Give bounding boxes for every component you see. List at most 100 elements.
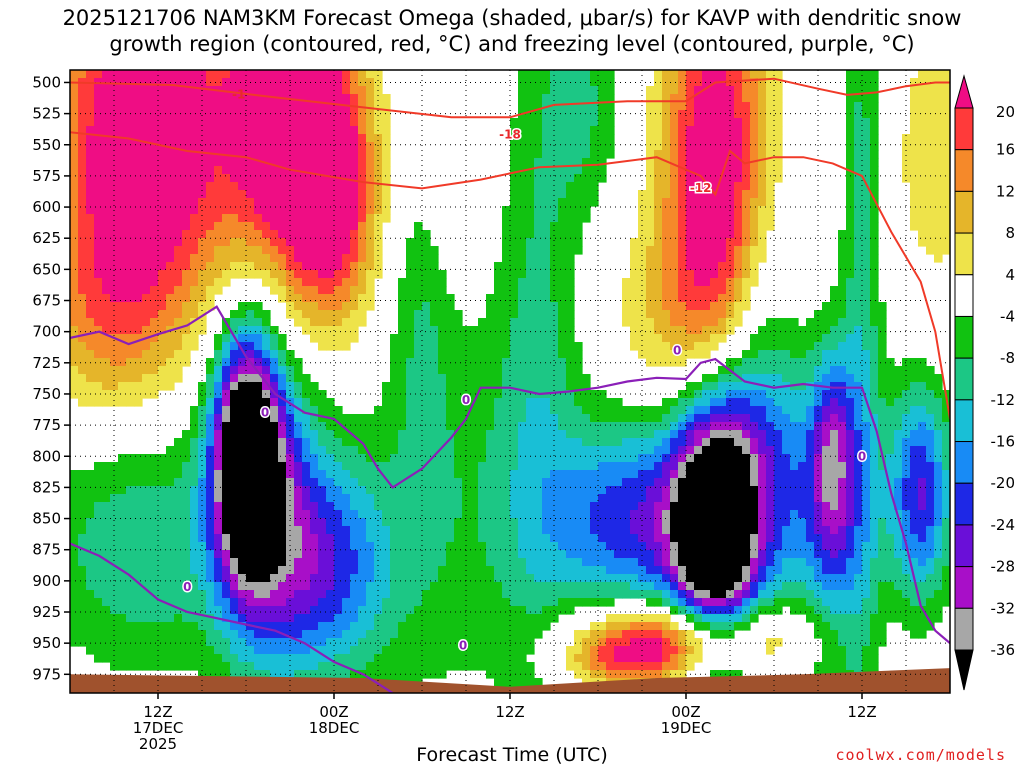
- omega-cell: [510, 534, 519, 543]
- omega-cell: [518, 310, 527, 319]
- omega-cell: [142, 126, 151, 135]
- omega-cell: [574, 230, 583, 239]
- omega-cell: [70, 374, 79, 383]
- omega-cell: [366, 446, 375, 455]
- omega-cell: [486, 526, 495, 535]
- omega-cell: [182, 542, 191, 551]
- omega-cell: [86, 270, 95, 279]
- omega-cell: [518, 646, 527, 655]
- omega-cell: [662, 270, 671, 279]
- omega-cell: [70, 382, 79, 391]
- omega-cell: [422, 262, 431, 271]
- omega-cell: [582, 478, 591, 487]
- omega-cell: [678, 454, 687, 463]
- omega-cell: [214, 430, 223, 439]
- omega-cell: [246, 646, 255, 655]
- omega-cell: [454, 310, 463, 319]
- omega-cell: [86, 230, 95, 239]
- omega-cell: [550, 574, 559, 583]
- omega-cell: [294, 230, 303, 239]
- omega-cell: [198, 182, 207, 191]
- omega-cell: [582, 206, 591, 215]
- omega-cell: [526, 502, 535, 511]
- omega-cell: [526, 582, 535, 591]
- omega-cell: [358, 582, 367, 591]
- omega-cell: [222, 486, 231, 495]
- omega-cell: [590, 582, 599, 591]
- omega-cell: [454, 382, 463, 391]
- omega-cell: [646, 446, 655, 455]
- omega-cell: [478, 614, 487, 623]
- omega-cell: [454, 502, 463, 511]
- omega-cell: [262, 606, 271, 615]
- omega-cell: [158, 238, 167, 247]
- omega-cell: [254, 462, 263, 471]
- omega-cell: [638, 438, 647, 447]
- omega-cell: [582, 398, 591, 407]
- omega-cell: [534, 374, 543, 383]
- omega-cell: [182, 614, 191, 623]
- omega-cell: [422, 614, 431, 623]
- omega-cell: [526, 630, 535, 639]
- omega-cell: [198, 70, 207, 79]
- omega-cell: [518, 502, 527, 511]
- omega-cell: [462, 478, 471, 487]
- omega-cell: [502, 630, 511, 639]
- omega-cell: [566, 246, 575, 255]
- omega-cell: [262, 78, 271, 87]
- omega-cell: [502, 430, 511, 439]
- omega-cell: [534, 222, 543, 231]
- omega-cell: [302, 390, 311, 399]
- omega-cell: [214, 446, 223, 455]
- omega-cell: [662, 670, 671, 679]
- omega-cell: [286, 494, 295, 503]
- omega-cell: [622, 566, 631, 575]
- omega-cell: [398, 574, 407, 583]
- omega-cell: [654, 278, 663, 287]
- omega-cell: [302, 518, 311, 527]
- omega-cell: [374, 494, 383, 503]
- omega-cell: [398, 358, 407, 367]
- omega-cell: [126, 566, 135, 575]
- omega-cell: [174, 126, 183, 135]
- omega-cell: [574, 422, 583, 431]
- omega-cell: [622, 478, 631, 487]
- omega-cell: [206, 126, 215, 135]
- omega-cell: [262, 150, 271, 159]
- omega-cell: [382, 134, 391, 143]
- omega-cell: [646, 198, 655, 207]
- omega-cell: [366, 654, 375, 663]
- omega-cell: [662, 134, 671, 143]
- omega-cell: [158, 630, 167, 639]
- omega-cell: [118, 294, 127, 303]
- omega-cell: [542, 566, 551, 575]
- omega-cell: [382, 142, 391, 151]
- omega-cell: [670, 334, 679, 343]
- omega-cell: [318, 334, 327, 343]
- omega-cell: [662, 142, 671, 151]
- omega-cell: [254, 334, 263, 343]
- omega-cell: [494, 518, 503, 527]
- omega-cell: [302, 462, 311, 471]
- omega-cell: [206, 118, 215, 127]
- omega-cell: [174, 518, 183, 527]
- omega-cell: [278, 110, 287, 119]
- omega-cell: [358, 542, 367, 551]
- omega-cell: [478, 446, 487, 455]
- omega-cell: [190, 334, 199, 343]
- omega-cell: [102, 238, 111, 247]
- omega-cell: [390, 670, 399, 679]
- omega-cell: [686, 206, 695, 215]
- omega-cell: [646, 558, 655, 567]
- omega-cell: [510, 358, 519, 367]
- omega-cell: [406, 334, 415, 343]
- omega-cell: [582, 134, 591, 143]
- omega-cell: [558, 270, 567, 279]
- omega-cell: [318, 438, 327, 447]
- omega-cell: [278, 614, 287, 623]
- omega-cell: [534, 342, 543, 351]
- omega-cell: [206, 494, 215, 503]
- omega-cell: [446, 454, 455, 463]
- omega-cell: [622, 454, 631, 463]
- omega-cell: [486, 342, 495, 351]
